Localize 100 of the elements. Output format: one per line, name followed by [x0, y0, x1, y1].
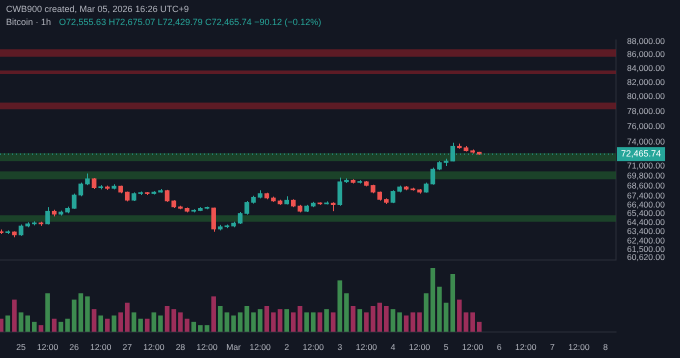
bar: [417, 312, 422, 332]
ref-line-label: 72,465.74: [621, 148, 662, 159]
candlestick: [85, 172, 90, 186]
x-tick-label: 12:00: [408, 342, 430, 352]
x-tick-label: 12:00: [36, 342, 58, 352]
y-tick-label: 65,400.00: [627, 208, 666, 218]
bar: [430, 268, 436, 332]
candlestick: [92, 178, 96, 190]
bar: [330, 312, 336, 332]
candlestick: [124, 191, 130, 202]
x-tick-label: 12:00: [356, 342, 378, 352]
bar: [404, 316, 409, 332]
bar: [52, 318, 57, 332]
bar: [298, 306, 302, 332]
bar: [251, 312, 256, 332]
bar: [238, 312, 243, 332]
bar: [18, 312, 24, 332]
candlestick: [211, 207, 216, 232]
bar: [258, 309, 262, 332]
y-tick-label: 60,620.00: [627, 252, 666, 262]
y-tick-label: 61,500.00: [627, 244, 666, 254]
y-tick-label: 64,400.00: [627, 217, 666, 228]
x-tick-label: 12:00: [143, 342, 165, 352]
bar: [310, 312, 316, 332]
y-tick-label: 74,000.00: [627, 136, 666, 146]
bar: [450, 274, 456, 332]
bar: [370, 306, 376, 332]
x-tick-label: 12:00: [568, 342, 590, 352]
bar: [112, 316, 116, 332]
candlestick: [164, 189, 170, 202]
candlestick: [78, 182, 84, 197]
candlestick: [45, 206, 50, 225]
bar: [437, 286, 442, 332]
bar: [377, 302, 382, 332]
y-tick-label: 86,000.00: [627, 49, 666, 60]
bar: [470, 312, 475, 332]
bar: [337, 280, 342, 332]
bar: [244, 306, 250, 332]
y-tick-label: 69,800.00: [627, 170, 666, 180]
bar: [271, 312, 276, 332]
bar: [218, 306, 223, 332]
text: CWB900 created, Mar 05, 2026 16:26 UTC+9: [6, 3, 190, 16]
bar: [457, 300, 462, 332]
bar: [410, 312, 416, 332]
candlestick: [430, 167, 436, 186]
x-tick-label: 12:00: [302, 342, 324, 352]
bar: [152, 312, 156, 332]
bar: [424, 293, 428, 332]
x-tick-label: 26: [69, 342, 80, 352]
y-tick-label: 66,400.00: [627, 199, 666, 210]
x-tick-label: 4: [390, 342, 396, 352]
bar: [224, 312, 230, 332]
bar: [291, 312, 296, 332]
bar: [318, 312, 322, 332]
x-tick-label: 12:00: [196, 342, 218, 352]
y-tick-label: 88,000.00: [627, 36, 666, 46]
bar: [191, 322, 196, 332]
bar: [0, 318, 4, 332]
bar: [5, 316, 10, 332]
bar: [476, 322, 482, 332]
x-tick-label: Mar: [226, 342, 242, 352]
x-tick-label: 6: [496, 342, 502, 352]
bar: [85, 296, 90, 332]
candlestick: [424, 182, 428, 194]
candlestick: [390, 190, 396, 204]
bar: [58, 322, 64, 332]
bar: [464, 312, 468, 332]
x-tick-label: 2: [284, 342, 290, 352]
bar: [38, 325, 44, 332]
bar: [357, 309, 362, 332]
y-tick-label: 78,000.00: [627, 106, 666, 116]
bar: [390, 309, 396, 332]
bar: [397, 312, 402, 332]
candlestick: [72, 193, 76, 210]
text: O72,555.63 H72,675.07 L72,429.79 C72,465.74 −90.12 (−0.12%): [59, 17, 322, 27]
bar: [204, 325, 210, 332]
bar: [284, 309, 290, 332]
x-tick-label: 25: [16, 342, 26, 352]
bar: [231, 316, 236, 332]
candlestick: [18, 224, 24, 236]
bar: [344, 293, 349, 332]
x-tick-label: 28: [176, 342, 186, 352]
bar: [105, 318, 110, 332]
y-tick-label: 71,000.00: [627, 160, 666, 170]
bar: [72, 300, 76, 332]
bar: [25, 316, 30, 332]
bar: [304, 312, 309, 332]
bar: [171, 309, 176, 332]
y-tick-label: 82,000.00: [627, 76, 666, 87]
x-tick-label: 8: [603, 342, 608, 352]
x-tick-label: 12:00: [249, 342, 272, 352]
bar: [384, 306, 389, 332]
y-tick-label: 80,000.00: [627, 91, 666, 102]
bar: [32, 322, 37, 332]
y-tick-label: 63,400.00: [627, 226, 666, 236]
bar: [350, 306, 356, 332]
y-tick-label: 84,000.00: [627, 62, 666, 73]
bar: [364, 312, 369, 332]
candlestick: [377, 191, 382, 202]
bar: [324, 309, 329, 332]
